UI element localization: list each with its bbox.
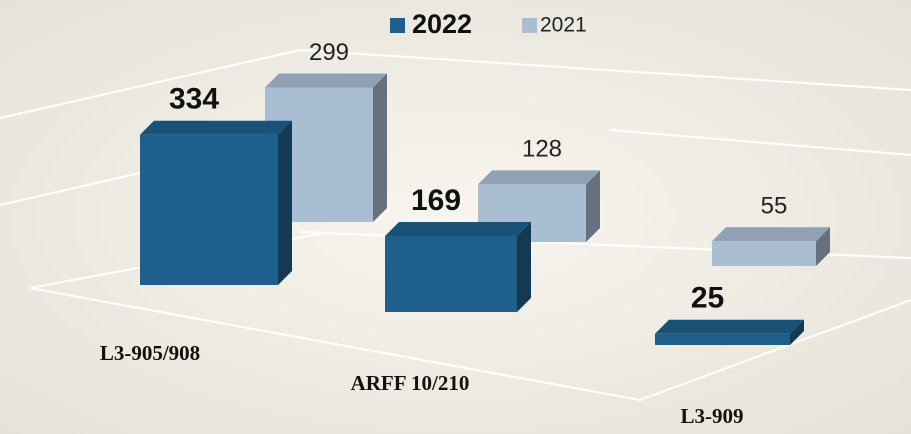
bar-top xyxy=(265,73,387,88)
bar xyxy=(712,227,830,266)
bar-top xyxy=(712,227,830,242)
data-label: 334 xyxy=(169,83,219,116)
legend-swatch xyxy=(522,18,537,33)
bar-side xyxy=(586,170,600,242)
bar-top xyxy=(478,170,600,185)
bar-front xyxy=(712,241,816,266)
x-tick-label: L3-909 xyxy=(681,404,744,428)
legend-label: 2022 xyxy=(412,9,472,39)
legend-item: 2021 xyxy=(522,14,587,37)
bar-side xyxy=(373,73,387,222)
x-tick-label: L3-905/908 xyxy=(100,341,200,365)
data-label: 299 xyxy=(309,39,349,66)
bar-side xyxy=(517,221,531,312)
data-label: 25 xyxy=(691,282,724,315)
bar-front xyxy=(140,134,278,285)
bar xyxy=(655,319,804,345)
bar-top xyxy=(140,120,292,135)
bar-side xyxy=(790,319,804,345)
bar xyxy=(140,120,292,285)
data-label: 55 xyxy=(761,193,788,220)
data-label: 128 xyxy=(522,136,562,163)
bar-side xyxy=(816,227,830,266)
bar-top xyxy=(385,221,531,236)
bar xyxy=(385,221,531,312)
bar-front xyxy=(655,333,790,345)
legend-label: 2021 xyxy=(540,14,587,37)
bar-top xyxy=(655,319,804,334)
bar-side xyxy=(278,120,292,285)
legend-swatch xyxy=(390,18,405,33)
data-label: 169 xyxy=(411,184,461,217)
x-tick-label: ARFF 10/210 xyxy=(351,371,470,395)
legend-item: 2022 xyxy=(390,9,472,39)
bar-front xyxy=(385,235,517,312)
